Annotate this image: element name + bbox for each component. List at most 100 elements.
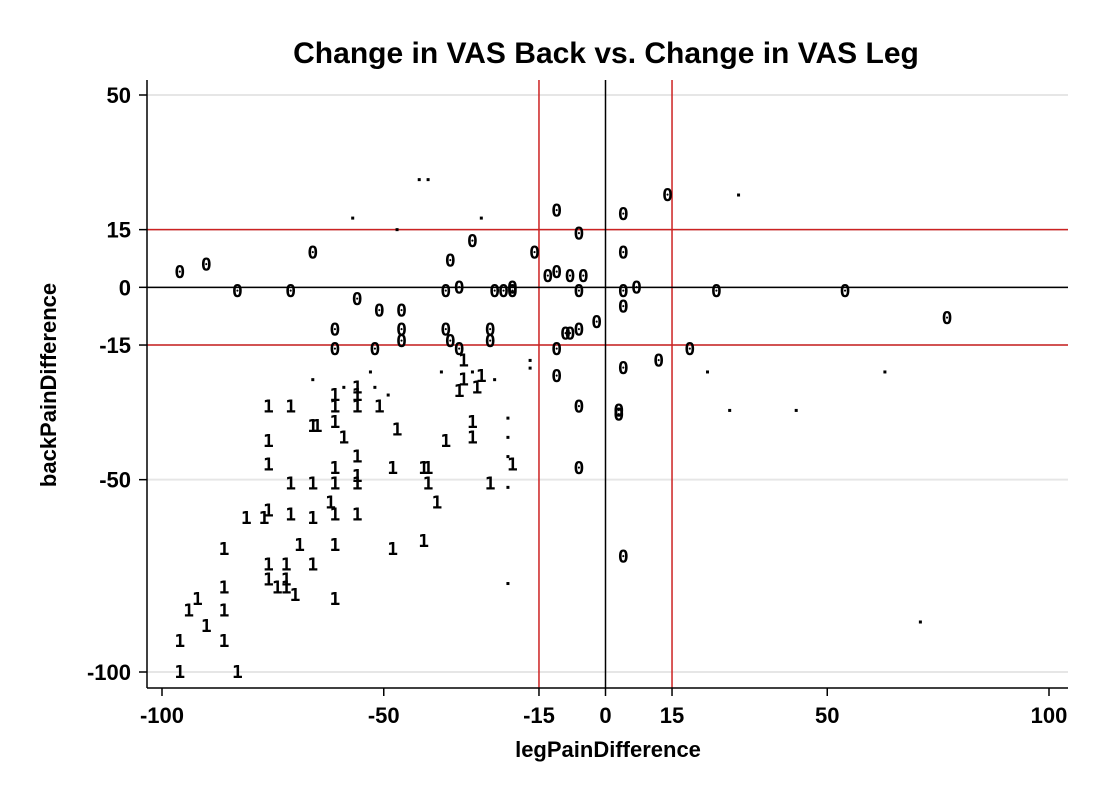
data-point-0: 0 bbox=[467, 231, 478, 252]
data-point-1: 1 bbox=[352, 474, 363, 495]
data-point-1: 1 bbox=[392, 420, 403, 441]
data-point-dot bbox=[493, 378, 497, 382]
data-point-0: 0 bbox=[551, 339, 562, 360]
data-point-0: 0 bbox=[573, 320, 584, 341]
data-point-1: 1 bbox=[174, 631, 185, 652]
data-point-1: 1 bbox=[330, 397, 341, 418]
data-point-1: 1 bbox=[432, 493, 443, 514]
data-point-dot bbox=[506, 435, 510, 439]
data-point-0: 0 bbox=[618, 243, 629, 264]
data-point-0: 0 bbox=[618, 204, 629, 225]
data-point-1: 1 bbox=[467, 427, 478, 448]
data-point-dot bbox=[439, 370, 443, 374]
data-point-dot bbox=[470, 370, 474, 374]
data-point-1: 1 bbox=[281, 554, 292, 575]
data-point-1: 1 bbox=[352, 397, 363, 418]
data-point-0: 0 bbox=[631, 277, 642, 298]
data-point-dot bbox=[342, 385, 346, 389]
data-point-0: 0 bbox=[529, 243, 540, 264]
data-point-0: 0 bbox=[174, 262, 185, 283]
data-point-1: 1 bbox=[458, 370, 469, 391]
data-point-1: 1 bbox=[325, 493, 336, 514]
chart-title: Change in VAS Back vs. Change in VAS Leg bbox=[293, 37, 919, 70]
data-point-1: 1 bbox=[458, 350, 469, 371]
data-point-dot bbox=[883, 370, 887, 374]
data-point-0: 0 bbox=[618, 281, 629, 302]
data-point-0: 0 bbox=[613, 400, 624, 421]
data-point-1: 1 bbox=[219, 600, 230, 621]
data-point-dot bbox=[794, 408, 798, 412]
data-point-1: 1 bbox=[201, 616, 212, 637]
data-point-1: 1 bbox=[232, 662, 243, 683]
data-point-0: 0 bbox=[684, 339, 695, 360]
reference-lines bbox=[147, 80, 1068, 688]
y-axis-ticks: -100 -50 -15 0 15 50 bbox=[87, 83, 147, 685]
x-tick-label: -100 bbox=[140, 703, 184, 728]
data-point-dot bbox=[311, 378, 315, 382]
data-point-dot bbox=[737, 193, 741, 197]
data-point-0: 0 bbox=[840, 281, 851, 302]
data-point-1: 1 bbox=[374, 397, 385, 418]
data-point-1: 1 bbox=[285, 504, 296, 525]
data-point-0: 0 bbox=[454, 277, 465, 298]
data-point-1: 1 bbox=[330, 412, 341, 433]
data-point-0: 0 bbox=[551, 262, 562, 283]
data-point-1: 1 bbox=[352, 385, 363, 406]
data-point-1: 1 bbox=[307, 508, 318, 529]
data-point-0: 0 bbox=[485, 331, 496, 352]
data-point-dot bbox=[368, 370, 372, 374]
data-point-0: 0 bbox=[662, 185, 673, 206]
data-point-0: 0 bbox=[618, 297, 629, 318]
axes bbox=[146, 80, 1068, 689]
data-point-0: 0 bbox=[485, 320, 496, 341]
x-tick-label: 15 bbox=[660, 703, 684, 728]
data-point-0: 0 bbox=[578, 266, 589, 287]
data-point-0: 0 bbox=[498, 281, 509, 302]
data-point-0: 0 bbox=[440, 281, 451, 302]
data-point-0: 0 bbox=[551, 366, 562, 387]
data-point-1: 1 bbox=[312, 416, 323, 437]
data-point-0: 0 bbox=[711, 281, 722, 302]
data-point-0: 0 bbox=[618, 358, 629, 379]
data-point-0: 0 bbox=[232, 281, 243, 302]
data-point-0: 0 bbox=[613, 404, 624, 425]
data-point-1: 1 bbox=[219, 539, 230, 560]
data-point-1: 1 bbox=[330, 474, 341, 495]
data-point-dot bbox=[351, 216, 355, 220]
data-point-0: 0 bbox=[285, 281, 296, 302]
data-point-1: 1 bbox=[281, 577, 292, 598]
data-point-1: 1 bbox=[387, 539, 398, 560]
data-point-1: 1 bbox=[263, 397, 274, 418]
data-point-dot bbox=[417, 178, 421, 182]
data-point-1: 1 bbox=[192, 589, 203, 610]
data-point-1: 1 bbox=[352, 447, 363, 468]
data-point-1: 1 bbox=[471, 377, 482, 398]
data-point-1: 1 bbox=[423, 474, 434, 495]
data-point-1: 1 bbox=[219, 631, 230, 652]
data-point-0: 0 bbox=[507, 277, 518, 298]
y-tick-label: 0 bbox=[119, 275, 131, 300]
y-tick-label: 50 bbox=[107, 83, 131, 108]
data-point-0: 0 bbox=[454, 339, 465, 360]
data-point-1: 1 bbox=[259, 508, 270, 529]
data-point-0: 0 bbox=[573, 223, 584, 244]
data-point-0: 0 bbox=[445, 250, 456, 271]
data-point-1: 1 bbox=[281, 570, 292, 591]
data-point-0: 0 bbox=[440, 320, 451, 341]
data-point-1: 1 bbox=[285, 397, 296, 418]
data-point-0: 0 bbox=[573, 281, 584, 302]
x-tick-label: 100 bbox=[1031, 703, 1068, 728]
data-point-1: 1 bbox=[476, 366, 487, 387]
data-point-1: 1 bbox=[307, 554, 318, 575]
data-point-1: 1 bbox=[330, 458, 341, 479]
data-point-1: 1 bbox=[272, 577, 283, 598]
y-tick-label: -15 bbox=[99, 333, 131, 358]
data-point-1: 1 bbox=[263, 454, 274, 475]
data-point-1: 1 bbox=[352, 466, 363, 487]
data-point-1: 1 bbox=[174, 662, 185, 683]
data-point-1: 1 bbox=[263, 500, 274, 521]
data-point-dot bbox=[506, 485, 510, 489]
data-point-0: 0 bbox=[445, 331, 456, 352]
